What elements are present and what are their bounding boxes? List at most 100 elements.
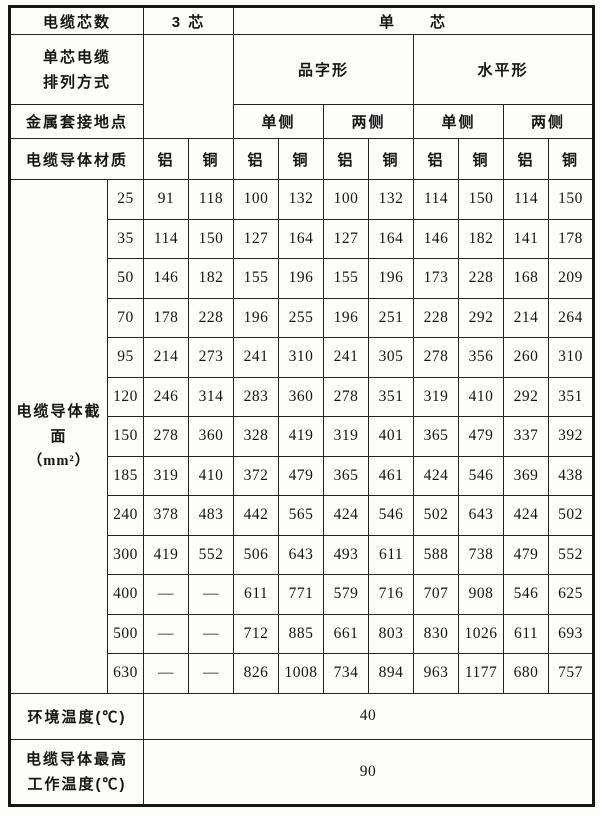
table-row: 150 278 360 328 419 319 401 365 479 337 … [10, 416, 595, 457]
material-cell: 铜 [548, 138, 595, 180]
ampacity-cell: 493 [323, 534, 370, 575]
table-row: 50 146 182 155 196 155 196 173 228 168 2… [10, 258, 595, 299]
ampacity-cell: 483 [188, 495, 235, 536]
ampacity-cell: 319 [413, 376, 460, 417]
ampacity-cell: 625 [548, 574, 595, 615]
conductor-section-label: 电缆导体截面 （mm²） [9, 179, 108, 694]
ampacity-cell: 826 [233, 653, 280, 694]
max-temp-value: 90 [143, 738, 595, 806]
arrangement-trefoil-cell: 品字形 [233, 34, 415, 105]
ampacity-cell: 278 [143, 416, 190, 457]
footer-row-ambient: 环境温度(℃) 40 [8, 692, 595, 740]
ampacity-cell: 680 [503, 653, 550, 694]
ampacity-cell: 565 [278, 495, 325, 536]
ampacity-cell: 100 [233, 179, 280, 220]
table-row: 95 214 273 241 310 241 305 278 356 260 3… [10, 337, 595, 378]
ampacity-cell: 707 [413, 574, 460, 615]
ampacity-cell: 579 [323, 574, 370, 615]
ampacity-cell: 401 [368, 416, 415, 457]
ampacity-cell: 894 [368, 653, 415, 694]
ampacity-cell: 693 [548, 613, 595, 654]
ampacity-cell: — [143, 653, 190, 694]
ampacity-cell: 178 [548, 218, 595, 259]
material-cell: 铝 [503, 138, 550, 180]
ampacity-cell: 757 [548, 653, 595, 694]
conductor-size-cell: 95 [106, 337, 145, 378]
ampacity-cell: — [143, 613, 190, 654]
ampacity-cell: 442 [233, 495, 280, 536]
ampacity-cell: 552 [548, 534, 595, 575]
ambient-temp-label: 环境温度(℃) [8, 692, 145, 740]
footer-row-max-temp: 电缆导体最高 工作温度(℃) 90 [8, 738, 595, 806]
ampacity-cell: 91 [143, 179, 190, 220]
conductor-size-cell: 500 [106, 613, 145, 654]
grounding-cell: 两侧 [323, 104, 415, 139]
ampacity-cell: 132 [368, 179, 415, 220]
table-row: 35 114 150 127 164 127 164 146 182 141 1… [10, 218, 595, 259]
ampacity-cell: 479 [503, 534, 550, 575]
ampacity-cell: 260 [503, 337, 550, 378]
ampacity-cell: 178 [143, 297, 190, 338]
ampacity-cell: 1177 [458, 653, 505, 694]
ampacity-cell: 716 [368, 574, 415, 615]
ampacity-cell: 643 [458, 495, 505, 536]
ampacity-cell: 410 [188, 455, 235, 496]
material-cell: 铜 [458, 138, 505, 180]
ambient-temp-value: 40 [143, 692, 595, 740]
conductor-size-cell: 150 [106, 416, 145, 457]
ampacity-cell: 351 [548, 376, 595, 417]
ampacity-cell: 241 [233, 337, 280, 378]
ampacity-cell: 228 [413, 297, 460, 338]
material-cell: 铝 [233, 138, 280, 180]
ampacity-cell: 168 [503, 258, 550, 299]
conductor-section-label-line2: （mm²） [27, 452, 91, 469]
table-row: 500 — — 712 885 661 803 830 1026 611 693 [10, 613, 595, 654]
cable-ampacity-table: 电缆芯数 3 芯 单 芯 单芯电缆 排列方式 品字形 水平形 金属套接地点 单侧… [8, 5, 596, 807]
ampacity-cell: 392 [548, 416, 595, 457]
ampacity-cell: 588 [413, 534, 460, 575]
ampacity-cell: 771 [278, 574, 325, 615]
ampacity-cell: 310 [278, 337, 325, 378]
ampacity-cell: 118 [188, 179, 235, 220]
ampacity-cell: 356 [458, 337, 505, 378]
ampacity-cell: 643 [278, 534, 325, 575]
ampacity-cell: 246 [143, 376, 190, 417]
cores-3-cell: 3 芯 [143, 6, 235, 35]
max-temp-label: 电缆导体最高 工作温度(℃) [8, 738, 145, 806]
ampacity-cell: 305 [368, 337, 415, 378]
conductor-size-cell: 300 [106, 534, 145, 575]
ampacity-cell: 283 [233, 376, 280, 417]
grounding-cell: 单侧 [233, 104, 325, 139]
conductor-size-cell: 240 [106, 495, 145, 536]
header-row-grounding: 金属套接地点 单侧 两侧 单侧 两侧 [8, 104, 595, 139]
ampacity-cell: 214 [503, 297, 550, 338]
ampacity-cell: 546 [368, 495, 415, 536]
ampacity-cell: — [188, 574, 235, 615]
ampacity-cell: 410 [458, 376, 505, 417]
ampacity-cell: 424 [503, 495, 550, 536]
max-temp-label-line2: 工作温度(℃) [27, 775, 127, 793]
ampacity-cell: 611 [233, 574, 280, 615]
ampacity-cell: 100 [323, 179, 370, 220]
arrangement-label-line1: 单芯电缆 [43, 48, 112, 66]
ampacity-cell: 479 [458, 416, 505, 457]
ampacity-cell: 196 [278, 258, 325, 299]
ampacity-cell: 146 [413, 218, 460, 259]
material-cell: 铜 [278, 138, 325, 180]
cores-single-cell: 单 芯 [233, 6, 595, 35]
ampacity-cell: 351 [368, 376, 415, 417]
header-row-cores: 电缆芯数 3 芯 单 芯 [8, 6, 595, 35]
ampacity-cell: 419 [278, 416, 325, 457]
ampacity-cell: 372 [233, 455, 280, 496]
ampacity-cell: 127 [323, 218, 370, 259]
ampacity-cell: 141 [503, 218, 550, 259]
ampacity-cell: 255 [278, 297, 325, 338]
ampacity-cell: 146 [143, 258, 190, 299]
ampacity-cell: 114 [143, 218, 190, 259]
arrangement-label-line2: 排列方式 [43, 73, 112, 91]
ampacity-cell: 314 [188, 376, 235, 417]
grounding-cell: 两侧 [503, 104, 595, 139]
conductor-section-label-line1: 电缆导体截面 [16, 402, 102, 445]
ampacity-cell: 734 [323, 653, 370, 694]
